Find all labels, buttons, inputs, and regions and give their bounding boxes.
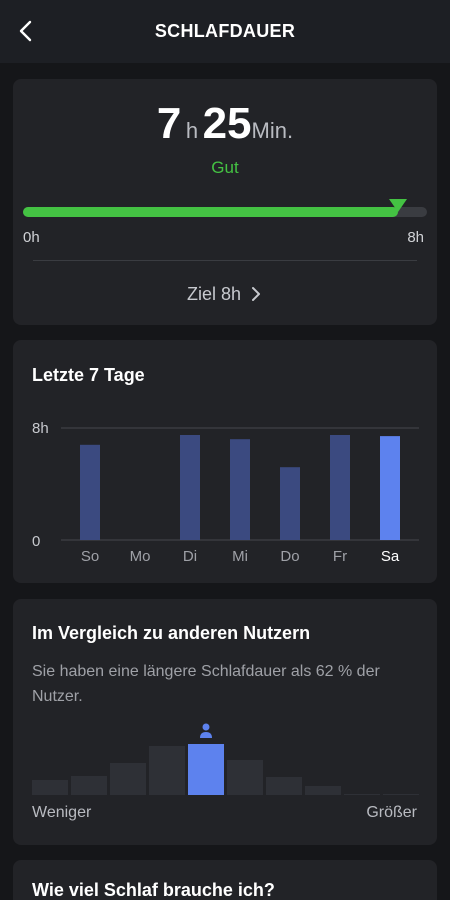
x-tick-label: Mo xyxy=(130,548,151,565)
compare-title: Im Vergleich zu anderen Nutzern xyxy=(32,623,311,643)
duration-hours-unit: h xyxy=(185,118,199,143)
range-start-label: 0h xyxy=(23,229,40,246)
distribution-chart xyxy=(32,723,419,795)
week-bar-chart: 8h 0 So Mo Di Mi Do Fr Sa xyxy=(32,420,419,565)
duration-value: 7 h 25Min. xyxy=(13,99,437,149)
page-title: SCHLAFDAUER xyxy=(154,21,296,41)
bar xyxy=(80,444,100,540)
bar xyxy=(180,435,200,540)
range-end-label: 8h xyxy=(407,229,424,246)
scale-high-label: Größer xyxy=(366,804,417,821)
distribution-bar xyxy=(32,780,68,795)
distribution-bar xyxy=(383,794,419,795)
x-tick-label: Di xyxy=(183,548,197,565)
bar xyxy=(380,436,400,540)
scale-low-label: Weniger xyxy=(32,804,92,821)
back-button[interactable] xyxy=(12,16,42,46)
distribution-bar xyxy=(71,776,107,795)
chevron-right-icon xyxy=(252,287,261,301)
duration-progress-track xyxy=(23,207,427,217)
goal-button[interactable]: Ziel 8h xyxy=(13,279,437,309)
distribution-bar xyxy=(344,794,380,795)
bar xyxy=(330,435,350,540)
sleep-rating: Gut xyxy=(211,158,239,177)
duration-minutes-unit: Min. xyxy=(251,118,294,143)
duration-hours: 7 xyxy=(156,99,182,148)
distribution-bar xyxy=(227,760,263,795)
y-tick-label: 0 xyxy=(32,533,40,550)
sleep-need-card[interactable]: Wie viel Schlaf brauche ich? xyxy=(13,860,437,900)
x-tick-label: Do xyxy=(280,548,299,565)
divider xyxy=(33,260,417,261)
distribution-bar xyxy=(305,786,341,795)
y-tick-label: 8h xyxy=(32,420,49,437)
distribution-bar xyxy=(110,763,146,795)
duration-card: 7 h 25Min. Gut 0h 8h Ziel 8h xyxy=(13,79,437,325)
x-tick-label: Mi xyxy=(232,548,248,565)
person-icon xyxy=(200,732,212,738)
person-icon xyxy=(202,723,210,731)
progress-marker-icon xyxy=(388,199,407,212)
week-card: Letzte 7 Tage 8h 0 So Mo Di Mi Do Fr Sa xyxy=(13,340,437,583)
week-title: Letzte 7 Tage xyxy=(32,365,145,385)
sleep-need-title: Wie viel Schlaf brauche ich? xyxy=(32,880,275,900)
chevron-left-icon xyxy=(19,20,32,42)
duration-progress-fill xyxy=(23,207,398,217)
app-header: SCHLAFDAUER xyxy=(0,0,450,63)
x-tick-label: Sa xyxy=(381,548,400,565)
bar xyxy=(280,467,300,540)
compare-description: Sie haben eine längere Schlafdauer als 6… xyxy=(32,663,380,705)
x-tick-label: So xyxy=(81,548,99,565)
distribution-bar xyxy=(188,744,224,795)
distribution-bar xyxy=(266,777,302,795)
x-tick-label: Fr xyxy=(333,548,347,565)
compare-card: Im Vergleich zu anderen Nutzern Sie habe… xyxy=(13,599,437,845)
bar xyxy=(230,439,250,540)
distribution-bar xyxy=(149,746,185,795)
goal-label: Ziel 8h xyxy=(186,283,242,304)
duration-minutes: 25 xyxy=(202,99,252,148)
